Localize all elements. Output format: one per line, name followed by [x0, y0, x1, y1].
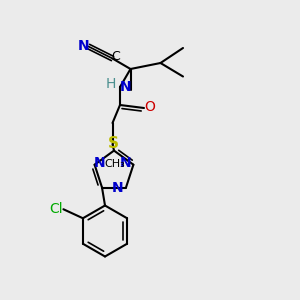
Text: Cl: Cl — [49, 202, 63, 216]
Text: N: N — [93, 156, 105, 170]
Text: S: S — [108, 136, 118, 152]
Text: CH₃: CH₃ — [105, 159, 125, 169]
Text: N: N — [77, 40, 89, 53]
Text: H: H — [106, 77, 116, 91]
Text: O: O — [145, 100, 155, 114]
Text: N: N — [120, 156, 132, 170]
Text: C: C — [111, 50, 120, 64]
Text: N: N — [120, 80, 131, 94]
Text: N: N — [112, 181, 123, 195]
